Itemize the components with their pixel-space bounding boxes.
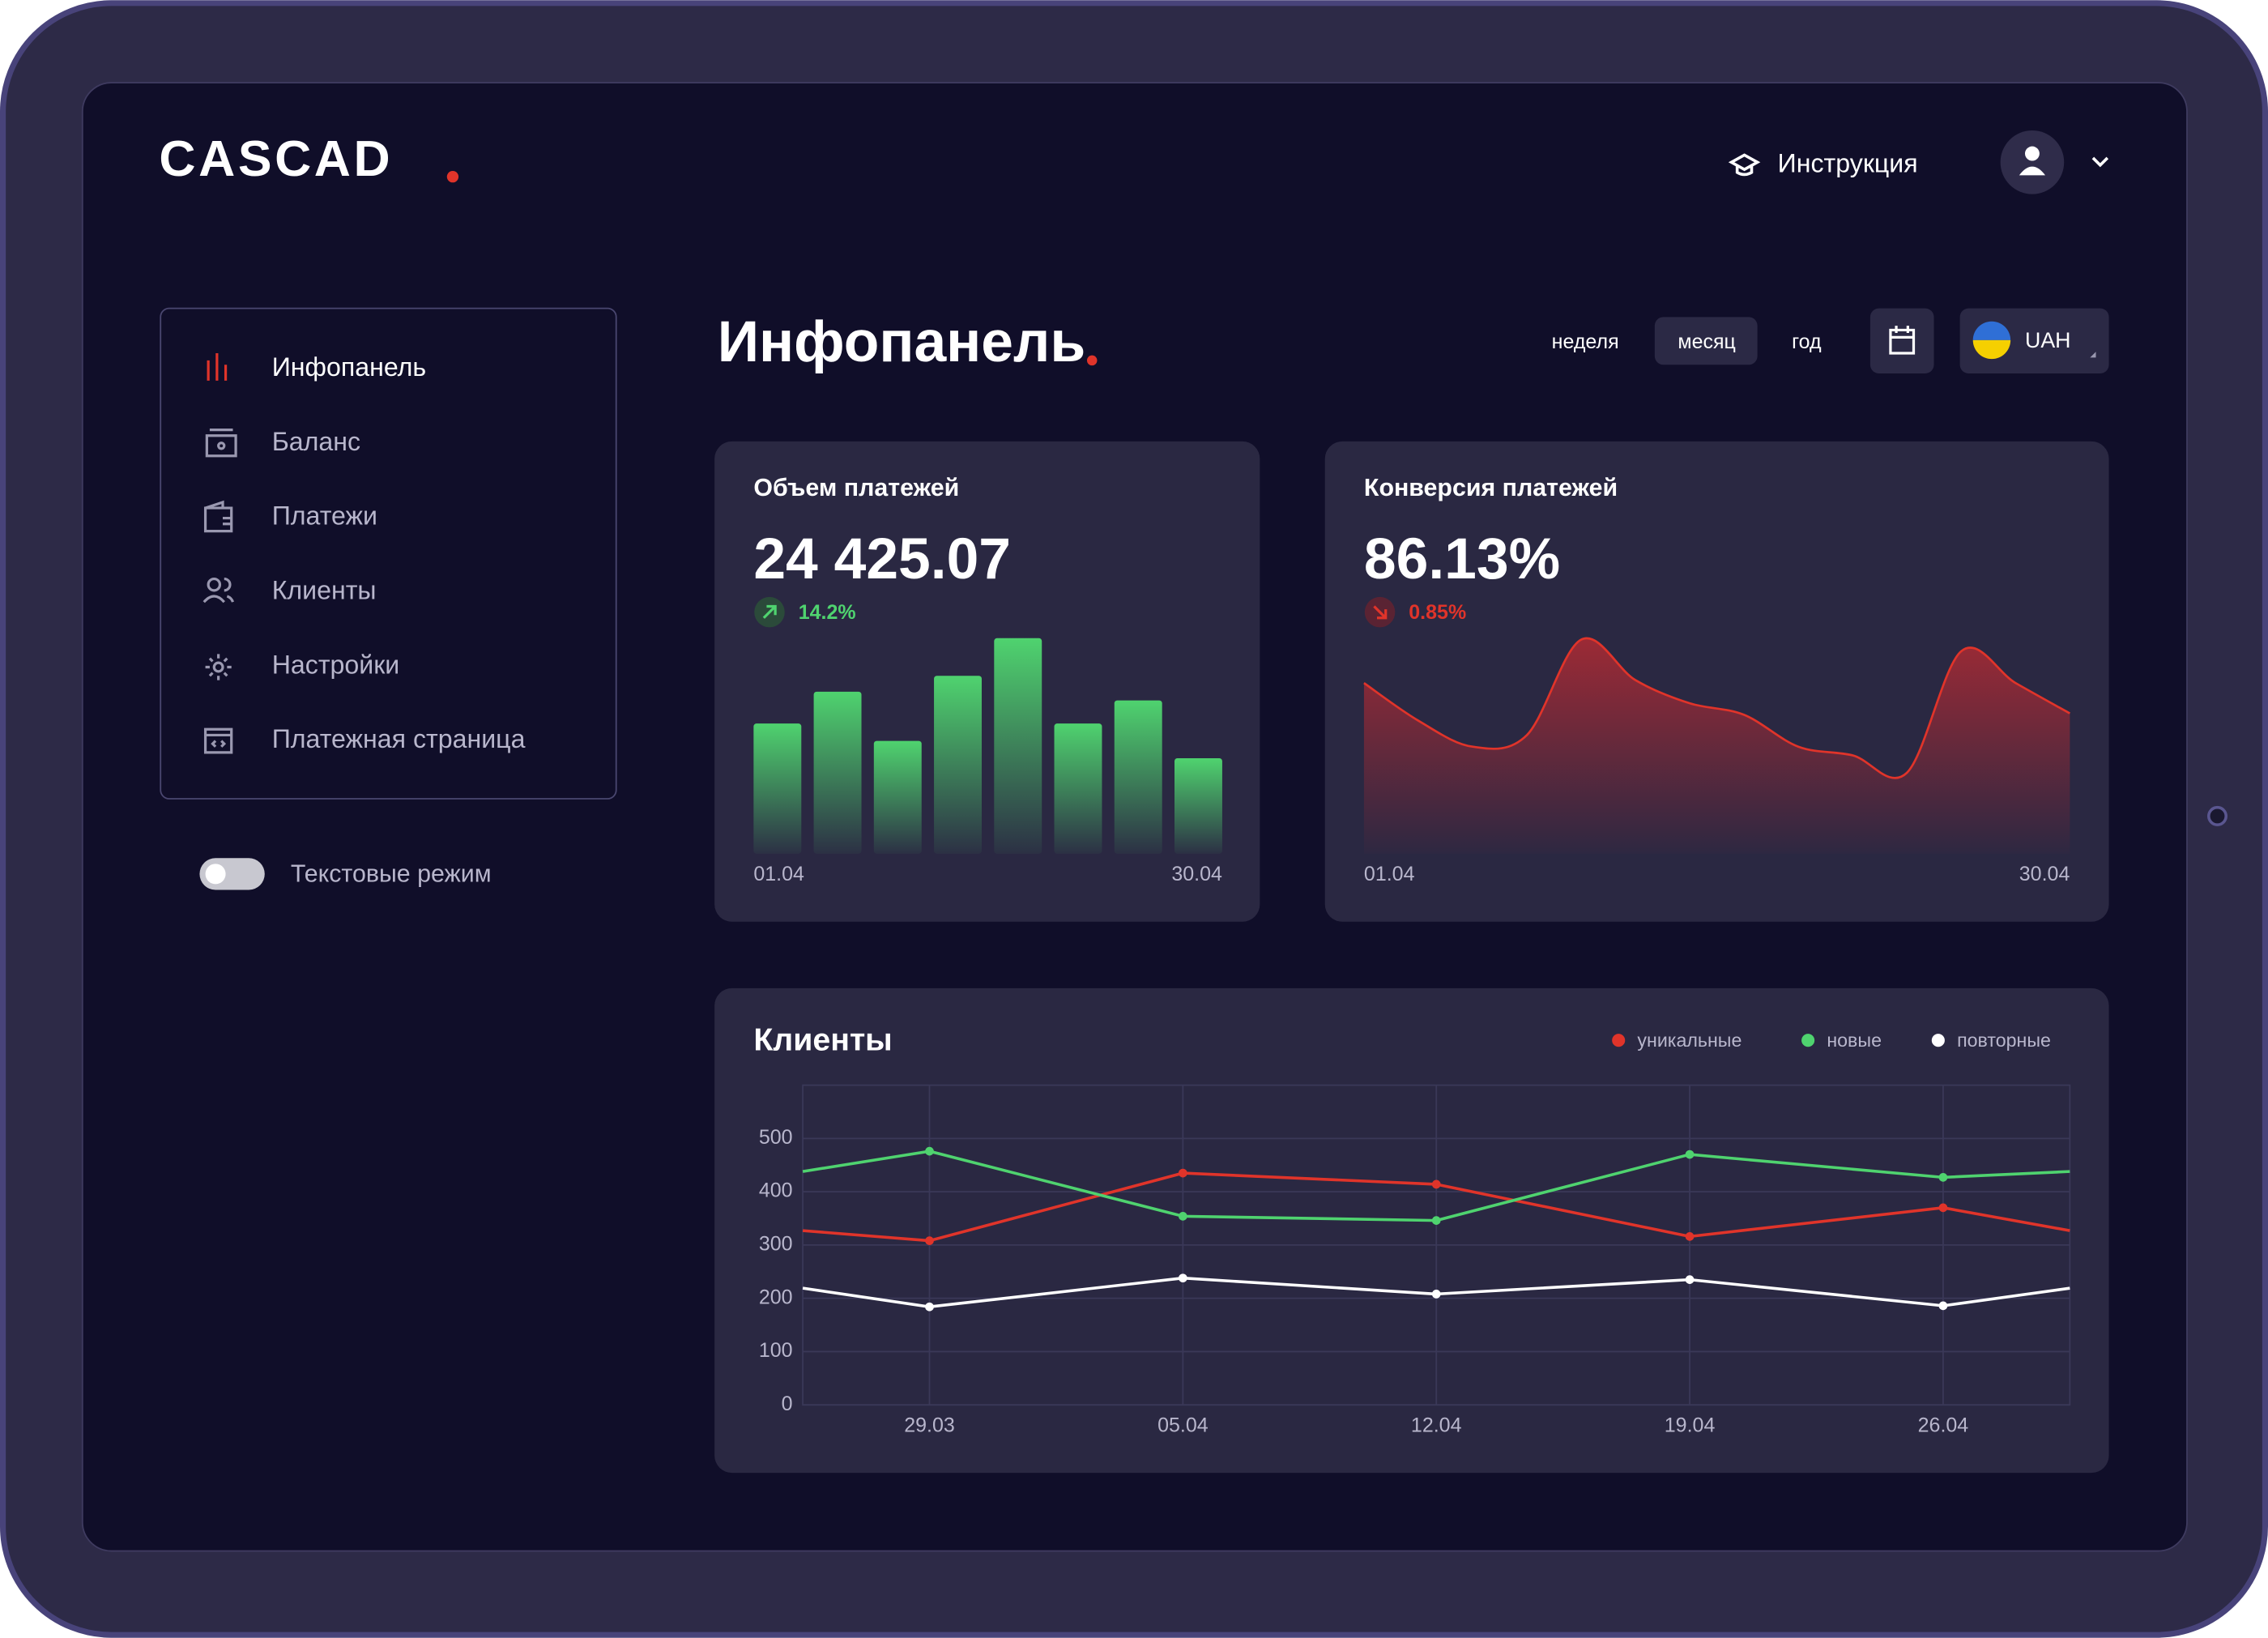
point [1431,1290,1441,1299]
bar [813,691,862,854]
camera [2207,805,2228,826]
help-link[interactable]: Инструкция [1778,148,1918,177]
avatar[interactable] [2000,130,2065,194]
logo: CASCAD [159,130,393,187]
y-tick-label: 200 [759,1286,793,1308]
point [925,1302,934,1312]
menu-icon [202,577,235,604]
toggle-label: Текстовые режим [291,861,492,888]
y-tick-label: 100 [759,1339,793,1362]
point [925,1146,934,1156]
x-tick-label: 12.04 [1411,1414,1462,1437]
legend-label: уникальные [1637,1030,1742,1051]
select-corner [2090,352,2096,358]
period-active-bg [1654,317,1758,365]
area-line [1363,637,2071,779]
point [1938,1173,1948,1182]
currency-label: UAH [2025,328,2071,352]
trend-arrow [1373,605,1388,620]
menu-icon [203,500,233,533]
trend-value: 14.2% [799,601,856,624]
y-tick-label: 300 [759,1233,793,1256]
menu-icon [205,654,232,680]
logo-dot [446,171,459,183]
menu-item[interactable]: Настройки [272,650,400,679]
card-value: 24 425.07 [753,527,1011,591]
card-title: Клиенты [753,1022,892,1057]
point [1179,1273,1187,1283]
menu-item[interactable]: Платежная страница [272,724,526,753]
bar [994,638,1042,854]
point [1179,1168,1187,1178]
chevron[interactable] [2091,156,2109,168]
card-value: 86.13% [1364,527,1560,591]
bar [934,676,982,854]
menu-icon [203,727,233,754]
title-dot [1086,355,1098,366]
legend-marker [1931,1034,1945,1047]
menu: Инфопанель Баланс Платежи Клиенты Настройки П… [202,352,526,754]
x-tick-label: 29.03 [904,1414,955,1437]
menu-item[interactable]: Платежи [272,501,377,531]
x-tick-label: 30.04 [1171,863,1222,885]
y-tick-label: 500 [759,1126,793,1149]
area-fill [1363,638,2070,854]
menu-item[interactable]: Баланс [272,427,360,456]
bar [753,723,802,854]
period-button[interactable]: неделя [1552,331,1619,353]
legend-label: повторные [1957,1030,2051,1051]
calendar-button[interactable] [1869,308,1934,373]
point [1685,1232,1695,1241]
menu-icon [205,429,237,458]
page-title: Инфопанель [718,309,1086,374]
point [1685,1150,1695,1159]
x-tick-label: 19.04 [1665,1414,1716,1437]
bar [1114,700,1162,854]
toggle-knob [205,864,226,885]
point [1938,1301,1948,1311]
menu-icon [207,352,228,381]
flag [1972,339,2011,360]
point [1179,1212,1187,1221]
y-tick-label: 400 [759,1179,793,1202]
help-icon [1728,153,1761,177]
bar [1174,758,1222,854]
flag [1972,321,2011,340]
menu-item[interactable]: Инфопанель [272,352,426,382]
period-button[interactable]: месяц [1678,331,1735,353]
period-button[interactable]: год [1792,331,1822,353]
y-tick-label: 0 [782,1393,793,1415]
charts: Объем платежей 24 425.07 14.2% 01.04 30.04 Ко… [753,475,2071,1437]
point [1685,1275,1695,1285]
legend-marker [1612,1034,1626,1047]
card [714,987,2109,1474]
bar [1054,723,1102,854]
trend-value: 0.85% [1409,601,1466,624]
x-tick-label: 26.04 [1918,1414,1969,1437]
avatar-icon [2019,166,2045,176]
point [1938,1203,1948,1213]
card-title: Объем платежей [753,475,959,501]
legend-label: новые [1827,1030,1882,1051]
point [925,1236,934,1245]
avatar-icon [2025,146,2040,161]
trend-arrow [762,604,777,619]
legend-marker [1801,1034,1815,1047]
x-tick-label: 01.04 [753,863,804,885]
x-tick-label: 05.04 [1157,1414,1209,1437]
bar [873,740,922,854]
point [1431,1216,1441,1225]
x-tick-label: 01.04 [1364,863,1415,885]
card-title: Конверсия платежей [1364,475,1618,501]
menu-item[interactable]: Клиенты [272,575,377,604]
x-tick-label: 30.04 [2019,863,2070,885]
sidebar-box [160,307,617,800]
point [1431,1179,1441,1189]
calendar-icon [1889,326,1916,355]
